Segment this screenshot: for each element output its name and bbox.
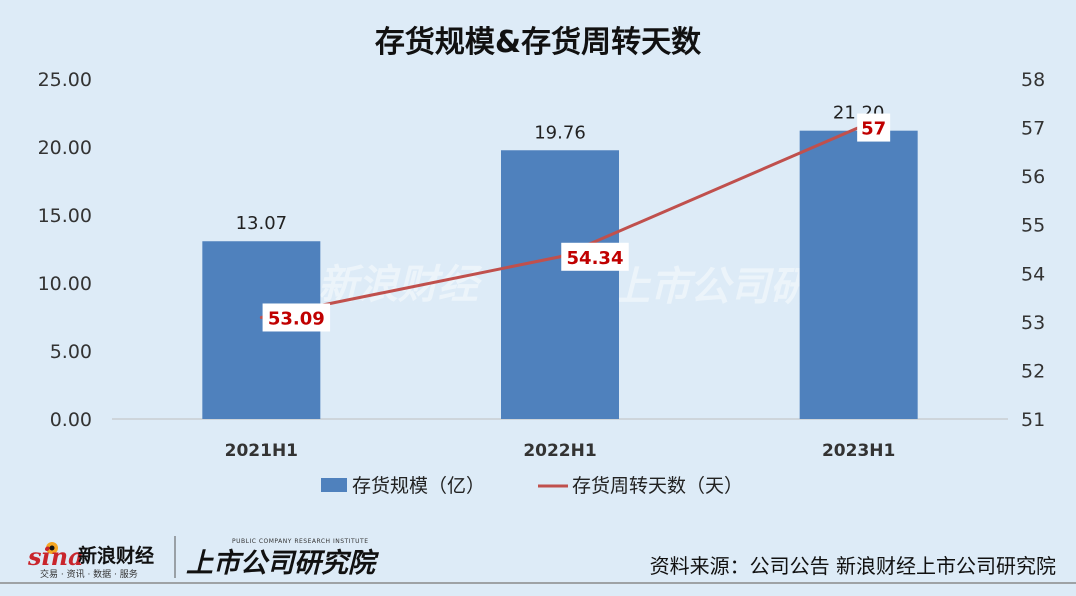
x-axis-tick-label: 2023H1: [822, 441, 895, 461]
bar-data-label: 19.76: [534, 122, 586, 143]
line-point: [558, 255, 562, 259]
line-data-label-box: [561, 242, 629, 271]
legend: 存货规模（亿） 存货周转天数（天）: [321, 475, 743, 497]
chart-title: 存货规模&存货周转天数: [375, 25, 702, 60]
right-axis-tick-label: 54: [1021, 263, 1045, 285]
right-axis-tick-label: 56: [1021, 166, 1045, 188]
line-data-label: 57: [861, 119, 886, 140]
right-axis-tick-label: 57: [1021, 118, 1045, 140]
line-data-labels: 53.09 54.34 57: [262, 113, 891, 332]
bar-series: [202, 130, 918, 420]
line-data-label: 53.09: [268, 308, 325, 329]
right-axis-tick-label: 51: [1021, 409, 1045, 431]
right-axis-tick-label: 53: [1021, 312, 1045, 334]
sina-finance-text: 新浪财经: [78, 544, 154, 567]
bar: [799, 130, 918, 419]
right-axis-tick-label: 55: [1021, 215, 1045, 237]
line-data-label: 54.34: [567, 248, 624, 269]
x-axis-tick-label: 2022H1: [523, 441, 596, 461]
legend-line-label: 存货周转天数（天）: [572, 475, 743, 497]
left-axis-tick-label: 25.00: [38, 69, 92, 91]
sina-logo-text: sina: [27, 542, 84, 571]
left-axis-tick-label: 0.00: [50, 409, 92, 431]
institute-english-text: PUBLIC COMPANY RESEARCH INSTITUTE: [232, 538, 368, 545]
left-axis: 0.00 5.00 10.00 15.00 20.00 25.00: [38, 69, 92, 431]
sina-finance-subtext: 交易 · 资讯 · 数据 · 服务: [40, 568, 138, 580]
right-axis-tick-label: 58: [1021, 69, 1045, 91]
right-axis: 51 52 53 54 55 56 57 58: [1021, 69, 1045, 431]
line-data-label-box: [857, 113, 891, 142]
x-axis-tick-label: 2021H1: [225, 441, 298, 461]
left-axis-tick-label: 15.00: [38, 205, 92, 227]
right-axis-tick-label: 52: [1021, 360, 1045, 382]
institute-logo-text: 上市公司研究院: [186, 548, 380, 579]
left-axis-tick-label: 10.00: [38, 273, 92, 295]
source-note: 资料来源：公司公告 新浪财经上市公司研究院: [650, 554, 1056, 578]
institute-logo: PUBLIC COMPANY RESEARCH INSTITUTE 上市公司研究…: [186, 538, 380, 579]
bar: [501, 150, 619, 420]
bar-data-label: 13.07: [236, 213, 288, 234]
left-axis-tick-label: 5.00: [50, 341, 92, 363]
left-axis-tick-label: 20.00: [38, 137, 92, 159]
legend-bar-label: 存货规模（亿）: [352, 475, 485, 497]
x-axis-labels: 2021H1 2022H1 2023H1: [225, 441, 896, 461]
sina-logo: sina 新浪财经 交易 · 资讯 · 数据 · 服务: [27, 542, 154, 580]
line-data-label-box: [262, 303, 331, 332]
legend-bar-swatch: [321, 478, 347, 492]
line-point: [259, 315, 263, 319]
